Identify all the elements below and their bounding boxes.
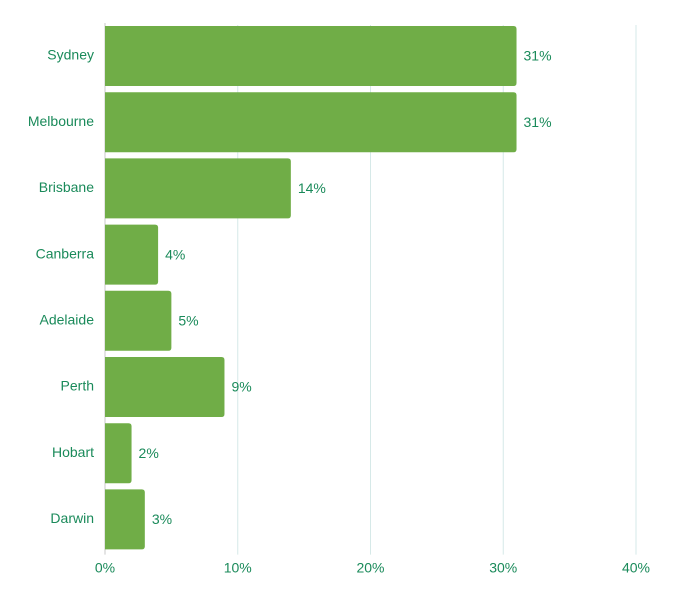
category-label-brisbane: Brisbane [39,179,94,195]
x-tick-label: 40% [622,560,650,576]
data-label-adelaide: 5% [178,313,198,329]
data-label-darwin: 3% [152,511,172,527]
bar-canberra [105,224,159,285]
x-tick-label: 10% [224,560,252,576]
category-label-sydney: Sydney [47,47,94,63]
x-tick-label: 20% [356,560,384,576]
bar-darwin [105,489,145,550]
bars [105,26,517,550]
data-label-perth: 9% [231,379,251,395]
category-label-darwin: Darwin [50,510,94,526]
x-tick-label: 0% [95,560,115,576]
bar-hobart [105,423,132,484]
bar-brisbane [105,158,291,219]
category-axis: Sydney Melbourne Brisbane Canberra Adelaide P… [28,47,94,526]
category-label-perth: Perth [61,378,94,394]
data-label-brisbane: 14% [298,180,326,196]
data-label-melbourne: 31% [524,114,552,130]
data-label-canberra: 4% [165,246,185,262]
bar-melbourne [105,92,517,153]
value-axis: 0% 10% 20% 30% 40% [95,560,650,576]
bar-adelaide [105,290,172,351]
bar-sydney [105,26,517,86]
data-label-hobart: 2% [139,445,159,461]
x-tick-label: 30% [489,560,517,576]
category-label-adelaide: Adelaide [40,312,95,328]
bar-perth [105,357,225,417]
data-label-sydney: 31% [524,48,552,64]
data-labels: 31% 31% 14% 4% 5% 9% 2% 3% [139,48,552,527]
category-label-hobart: Hobart [52,444,94,460]
category-label-canberra: Canberra [36,245,95,261]
category-label-melbourne: Melbourne [28,113,94,129]
